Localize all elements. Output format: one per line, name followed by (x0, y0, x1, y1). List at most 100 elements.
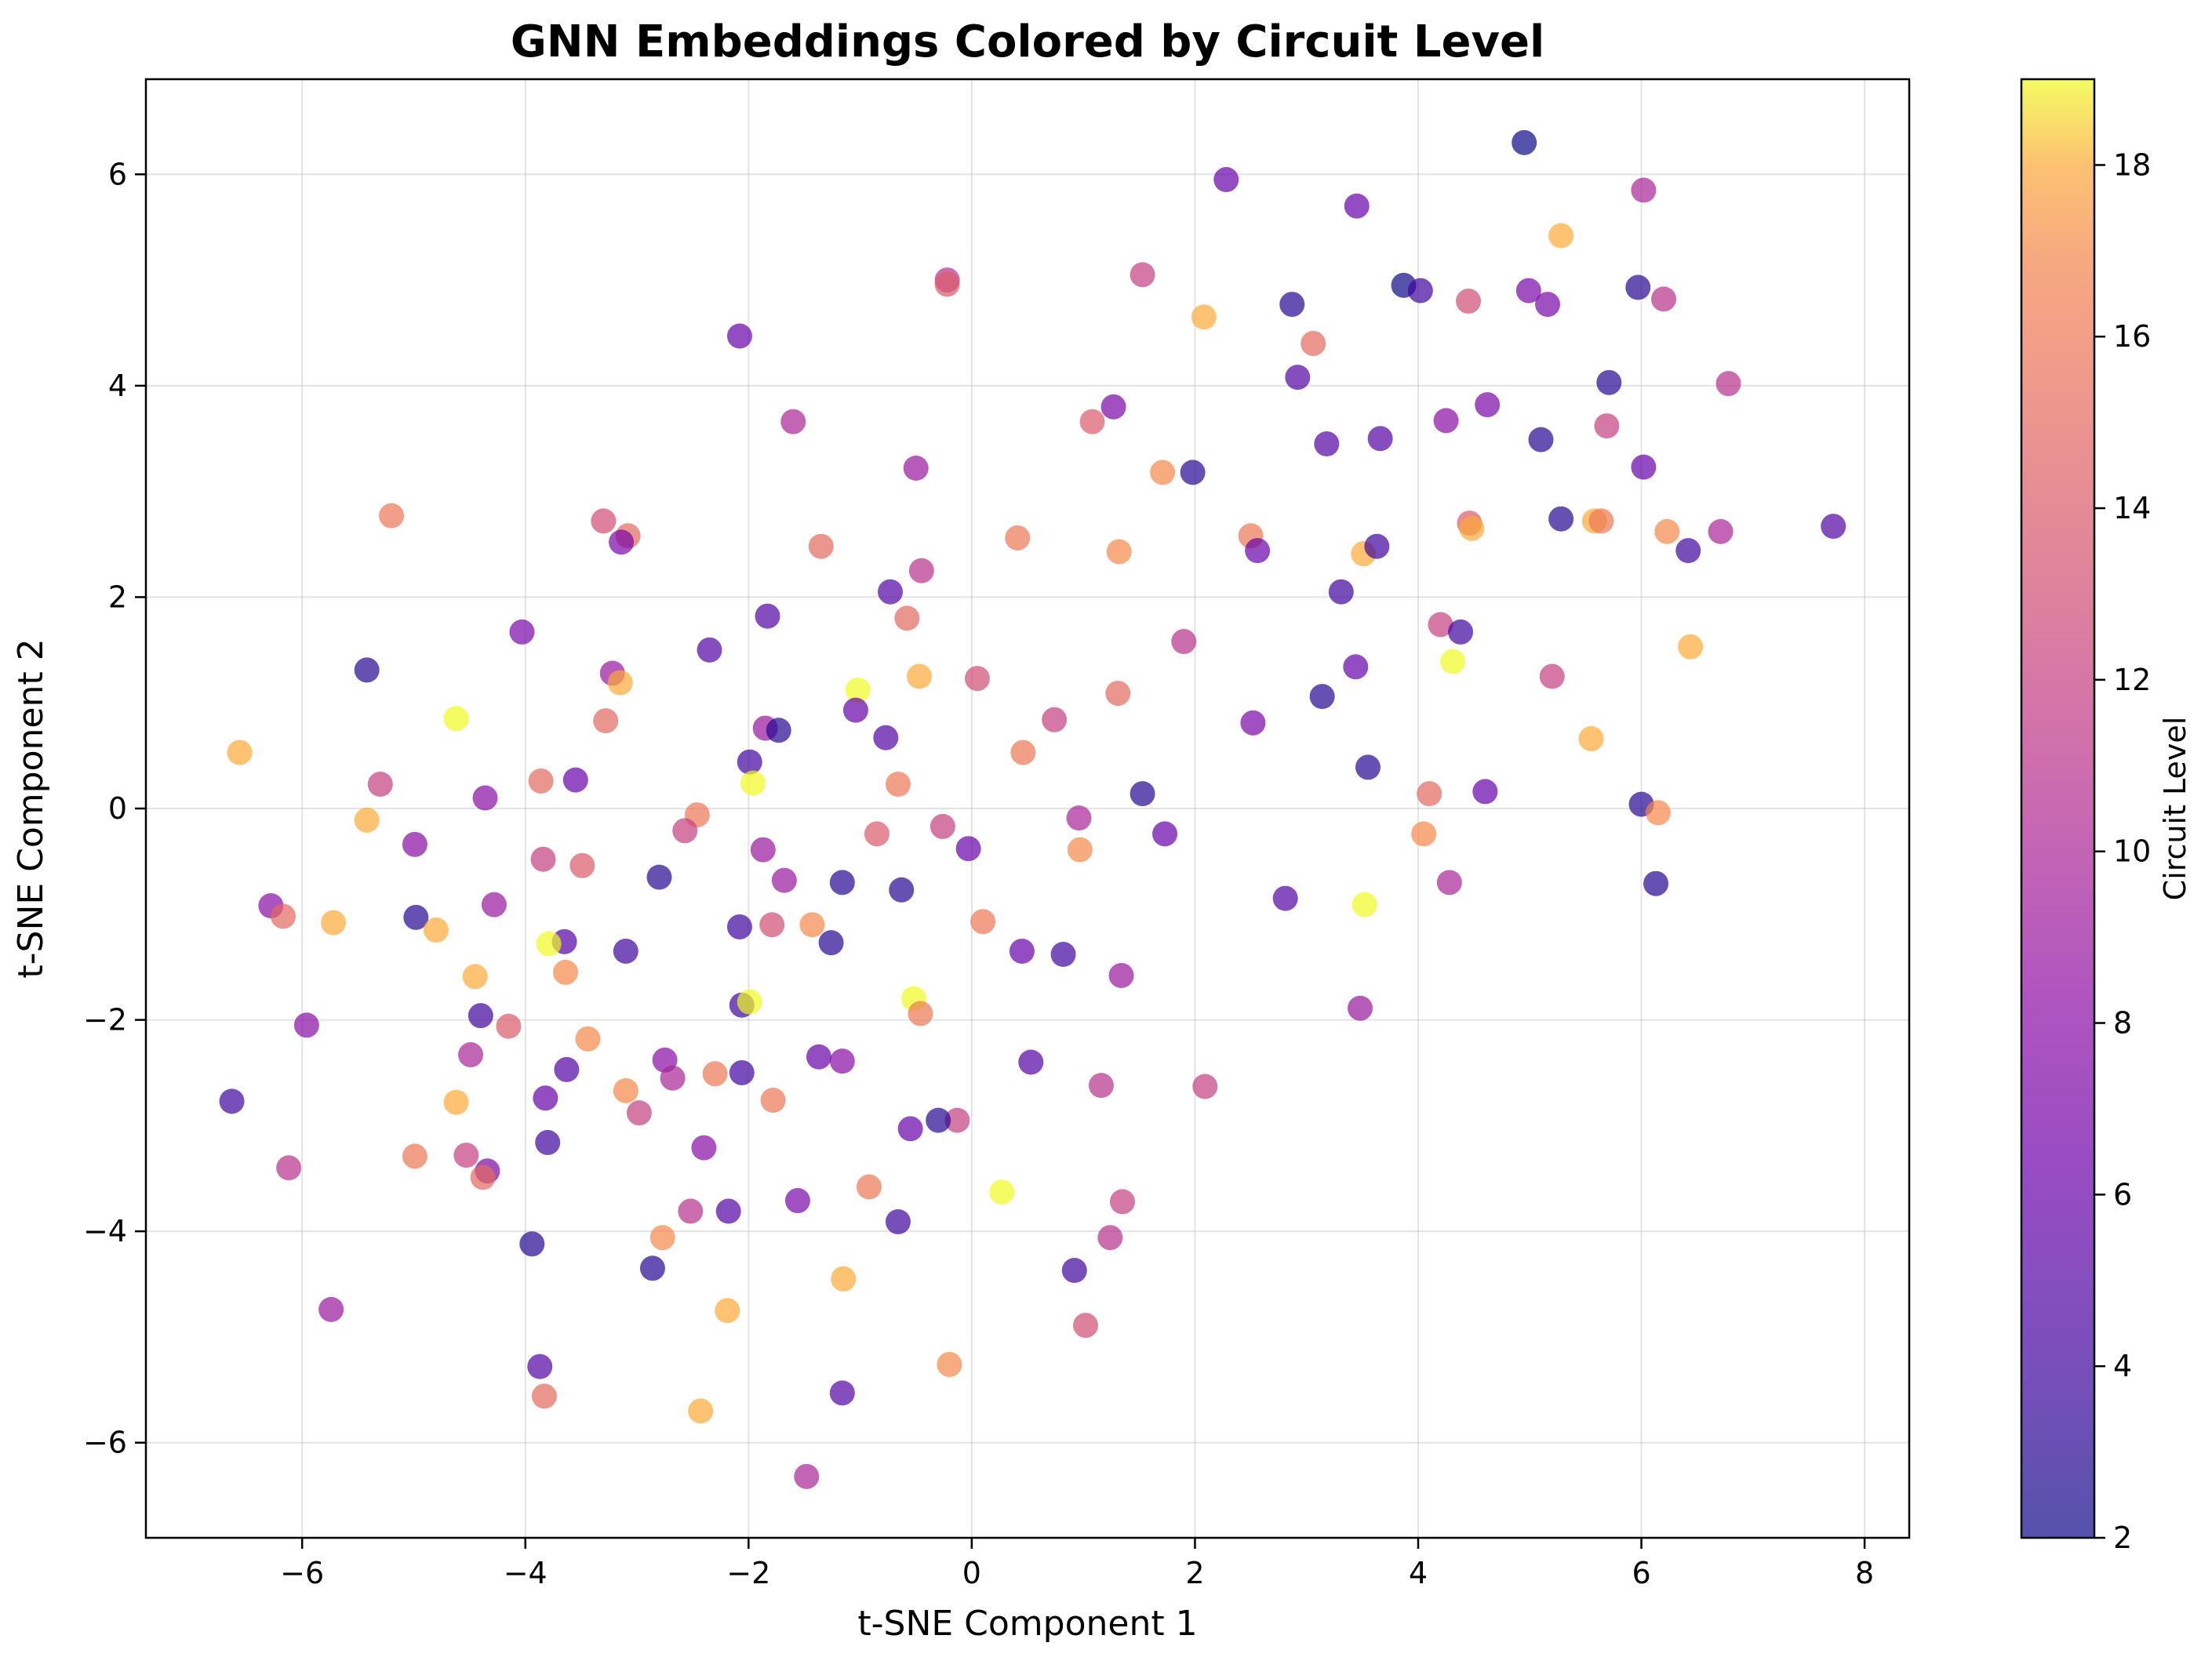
data-point (1475, 392, 1501, 418)
data-point (276, 1155, 302, 1181)
y-tick-label: 4 (108, 369, 127, 403)
data-point (908, 1001, 933, 1027)
data-point (1009, 938, 1035, 964)
data-point (1411, 821, 1437, 847)
data-point (766, 718, 791, 743)
data-point (321, 910, 347, 936)
data-point (903, 456, 929, 481)
data-point (1067, 837, 1093, 863)
x-axis-ticks: −6 −4 −2 0 2 4 6 8 (280, 1538, 1874, 1590)
data-point (1594, 413, 1620, 439)
data-point (1512, 129, 1537, 155)
data-point (1515, 278, 1541, 303)
data-point (531, 1383, 557, 1409)
data-point (1106, 539, 1132, 565)
data-point (1191, 304, 1217, 330)
data-point (402, 1143, 427, 1169)
colorbar-tick-label: 18 (2113, 147, 2151, 182)
colorbar-tick-label: 12 (2113, 663, 2151, 697)
colorbar-tick-label: 10 (2113, 834, 2151, 869)
data-point (1588, 508, 1614, 534)
data-point (944, 1107, 970, 1133)
data-point (1631, 177, 1657, 203)
data-point (750, 837, 776, 863)
data-point (1108, 962, 1134, 988)
data-point (472, 785, 498, 811)
data-point (660, 1065, 686, 1091)
data-point (873, 725, 899, 750)
data-point (646, 864, 672, 890)
y-tick-label: −2 (83, 1003, 127, 1037)
data-point (729, 1059, 755, 1085)
data-point (1433, 408, 1459, 434)
data-point (403, 904, 429, 930)
colorbar-ticks: 2 4 6 8 10 12 14 16 18 (2094, 147, 2151, 1555)
data-point (889, 877, 915, 903)
data-point (1010, 739, 1036, 765)
data-point (937, 1351, 962, 1377)
data-point (293, 1012, 319, 1038)
data-point (885, 1209, 911, 1234)
y-tick-label: −6 (83, 1426, 127, 1460)
data-point (702, 1061, 728, 1087)
data-point (1821, 514, 1846, 540)
data-point (1105, 681, 1131, 707)
data-point (726, 914, 752, 939)
data-point (1097, 1225, 1123, 1251)
data-point (1708, 518, 1734, 544)
data-point (740, 770, 766, 796)
data-point (1152, 821, 1178, 847)
data-point (989, 1179, 1015, 1205)
data-point (1417, 781, 1443, 807)
data-point (1456, 289, 1481, 314)
data-point (1180, 460, 1206, 485)
data-point (575, 1026, 601, 1052)
data-point (1364, 533, 1390, 559)
data-point (1088, 1073, 1114, 1099)
data-point (1436, 870, 1462, 896)
data-point (799, 912, 825, 938)
data-point (771, 867, 797, 893)
data-point (688, 1398, 714, 1424)
data-point (1578, 726, 1604, 752)
data-point (462, 964, 488, 990)
data-point (1428, 612, 1453, 638)
data-point (533, 1085, 558, 1111)
data-point (794, 1463, 820, 1489)
data-point (1328, 579, 1354, 605)
data-point (354, 657, 380, 683)
data-point (1448, 619, 1474, 645)
data-point (930, 813, 955, 839)
y-tick-label: 6 (108, 157, 127, 191)
chart-title: GNN Embeddings Colored by Circuit Level (511, 16, 1544, 67)
y-tick-label: −4 (83, 1214, 127, 1248)
data-point (443, 1089, 469, 1115)
data-point (552, 959, 578, 985)
data-point (1625, 274, 1651, 300)
data-point (726, 323, 752, 349)
data-point (1645, 800, 1671, 826)
data-point (1171, 629, 1197, 655)
data-point (1472, 779, 1498, 805)
data-point (458, 1042, 484, 1068)
data-point (496, 1013, 522, 1039)
data-point (1631, 454, 1657, 480)
data-point (1548, 223, 1574, 249)
data-point (1150, 460, 1176, 485)
data-point (1005, 525, 1031, 551)
data-points (219, 129, 1846, 1489)
y-axis-label: t-SNE Component 2 (11, 638, 51, 978)
data-point (1130, 781, 1155, 807)
data-point (1314, 431, 1340, 456)
data-point (219, 1088, 245, 1114)
data-point (964, 666, 990, 692)
x-axis-label: t-SNE Component 1 (857, 1604, 1197, 1644)
data-point (1101, 394, 1126, 420)
data-point (829, 870, 855, 896)
data-point (1654, 518, 1680, 544)
data-point (1240, 710, 1266, 736)
data-point (1548, 506, 1574, 532)
data-point (737, 989, 762, 1015)
colorbar-tick-label: 2 (2113, 1521, 2132, 1555)
